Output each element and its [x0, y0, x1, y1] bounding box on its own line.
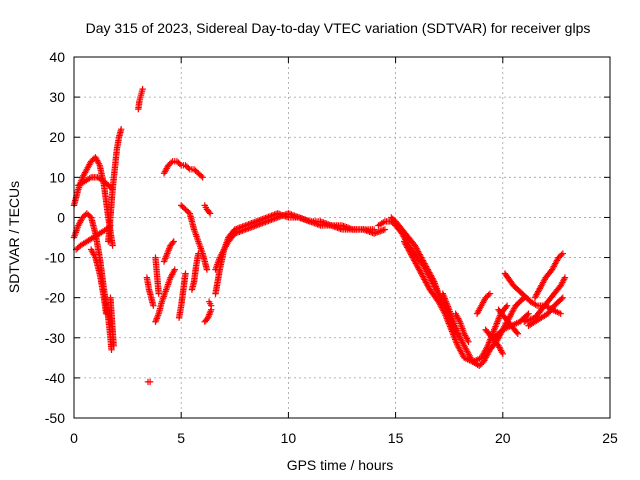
- series-arc-24: [388, 214, 442, 297]
- y-tick-label: -20: [45, 290, 65, 306]
- data-point: [182, 270, 189, 277]
- data-point: [150, 302, 157, 309]
- data-point: [559, 294, 567, 301]
- data-point: [559, 250, 567, 257]
- series-arc-18: [201, 306, 215, 325]
- data-point: [102, 310, 110, 317]
- data-point: [108, 346, 115, 354]
- series-arc-29: [482, 326, 506, 358]
- data-point: [203, 266, 211, 273]
- series-arc-17: [188, 250, 202, 293]
- y-tick-label: 0: [57, 209, 65, 225]
- series-arc-19: [201, 202, 214, 217]
- y-axis-label: SDTVAR / TECUs: [6, 181, 22, 293]
- series-arc-20: [212, 210, 378, 273]
- data-point: [561, 274, 569, 281]
- chart-title: Day 315 of 2023, Sidereal Day-to-day VTE…: [86, 20, 591, 36]
- data-point: [171, 266, 178, 273]
- data-point: [381, 226, 389, 233]
- plot-frame: [73, 56, 611, 419]
- data-point: [199, 174, 206, 181]
- data-point: [440, 309, 448, 316]
- series-arc-4: [75, 174, 116, 193]
- data-point: [503, 302, 511, 309]
- series-arc-32: [521, 274, 569, 325]
- series-arc-14: [160, 158, 206, 181]
- y-tick-label: -10: [45, 250, 65, 266]
- series-arc-3: [72, 222, 114, 253]
- series-arc-9: [144, 378, 154, 386]
- data-point: [454, 330, 461, 337]
- y-tick-label: 30: [49, 89, 65, 105]
- data-marks: [70, 85, 569, 386]
- data-point: [430, 276, 437, 284]
- series-arc-15: [178, 202, 211, 273]
- data-point: [167, 159, 175, 166]
- data-point: [146, 378, 154, 386]
- x-axis: 0 5 10 15 20 25: [70, 57, 618, 446]
- data-point: [195, 250, 202, 257]
- x-axis-label: GPS time / hours: [287, 457, 394, 473]
- series-arc-5: [87, 246, 110, 317]
- series-arc-26: [452, 310, 472, 345]
- x-tick-label: 20: [495, 430, 511, 446]
- data-point: [206, 210, 214, 217]
- series-arc-10: [143, 274, 157, 309]
- series-arc-33: [531, 250, 567, 301]
- series-arc-11: [152, 266, 178, 325]
- series-arc-35: [491, 310, 532, 341]
- series-arc-16: [175, 270, 189, 321]
- data-point: [169, 239, 176, 247]
- series-arc-21: [212, 210, 389, 297]
- data-point: [485, 291, 492, 299]
- series-arc-6: [107, 294, 117, 349]
- data-point: [558, 295, 565, 303]
- y-tick-label: 10: [49, 169, 65, 185]
- data-point: [502, 303, 510, 311]
- data-point: [483, 344, 491, 351]
- y-tick-label: 20: [49, 129, 65, 145]
- data-point: [524, 311, 531, 319]
- data-point: [176, 160, 183, 168]
- x-tick-label: 15: [388, 430, 404, 446]
- data-point: [170, 238, 177, 245]
- data-point: [465, 338, 472, 345]
- series-arc-27: [439, 290, 461, 337]
- y-tick-label: 40: [49, 49, 65, 65]
- series-arc-13: [160, 238, 177, 265]
- data-point: [525, 310, 532, 317]
- y-axis: -50 -40 -30 -20 -10 0 10 20 30 40: [45, 49, 610, 426]
- data-point: [198, 172, 205, 180]
- series-arc-34: [525, 294, 567, 329]
- series-arc-22: [205, 298, 215, 309]
- x-tick-label: 10: [281, 430, 297, 446]
- x-tick-label: 5: [177, 430, 185, 446]
- data-point: [558, 251, 565, 259]
- series-arc-12: [152, 254, 162, 297]
- data-point: [486, 290, 494, 297]
- data-point: [205, 208, 213, 216]
- data-point: [155, 290, 162, 297]
- data-point: [109, 242, 116, 249]
- series-arc-23: [375, 218, 528, 370]
- data-point: [513, 329, 520, 336]
- x-tick-label: 0: [70, 430, 78, 446]
- x-tick-label: 25: [602, 430, 618, 446]
- data-point: [499, 350, 506, 358]
- data-point: [514, 330, 522, 337]
- grid: [74, 57, 610, 418]
- series-arc-8: [135, 85, 146, 113]
- series-arc-7: [105, 126, 125, 245]
- data-point: [139, 85, 146, 93]
- data-point: [185, 164, 192, 172]
- y-tick-label: -30: [45, 330, 65, 346]
- series-arc-28: [473, 290, 494, 317]
- data-point: [117, 126, 125, 133]
- y-tick-label: -40: [45, 370, 65, 386]
- data-point: [110, 342, 117, 349]
- y-tick-label: -50: [45, 410, 65, 426]
- data-point: [208, 302, 215, 309]
- data-point: [557, 310, 564, 317]
